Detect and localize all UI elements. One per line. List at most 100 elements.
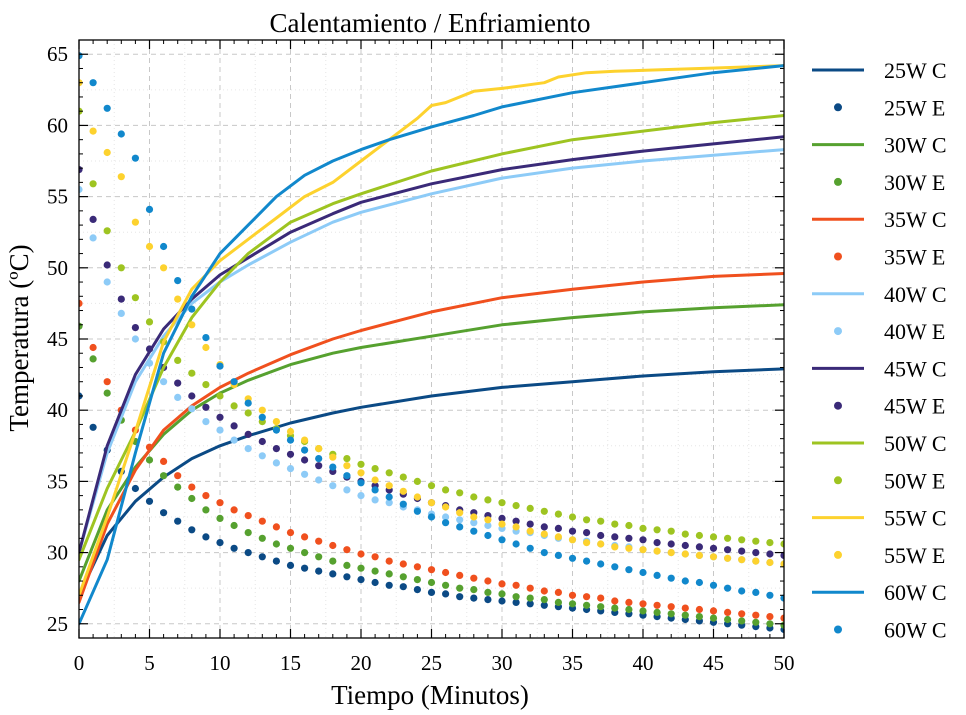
data-point: [724, 608, 732, 617]
data-point: [145, 456, 154, 464]
legend-label: 55W E: [884, 543, 945, 568]
data-point: [131, 335, 139, 343]
legend-label: 50W C: [884, 431, 947, 456]
data-point: [681, 611, 689, 619]
data-point: [611, 563, 619, 571]
x-tick-label: 5: [144, 651, 155, 675]
data-point: [188, 405, 196, 413]
data-point: [286, 561, 295, 570]
data-point: [498, 597, 506, 605]
data-point: [202, 418, 210, 426]
data-point: [653, 601, 661, 609]
data-point: [371, 567, 379, 575]
data-point: [202, 403, 210, 411]
data-point: [766, 620, 774, 628]
data-point: [427, 566, 436, 574]
legend: 25W C 25W E 30W C 30W E 35W C 35W E 40W C 40W E…: [812, 58, 947, 643]
data-point: [160, 472, 168, 480]
data-point: [540, 596, 548, 604]
data-point: [272, 418, 280, 426]
data-point: [780, 551, 784, 559]
data-point: [301, 436, 309, 444]
data-point: [484, 577, 492, 585]
data-point: [343, 573, 351, 581]
data-point: [724, 584, 732, 592]
data-point: [456, 571, 464, 580]
data-point: [117, 173, 125, 181]
data-point: [780, 594, 784, 602]
series-35w-e-points: [79, 299, 784, 622]
data-point: [709, 533, 718, 541]
data-point: [315, 553, 323, 561]
data-point: [174, 472, 182, 480]
data-point: [357, 576, 365, 584]
data-point: [695, 605, 704, 614]
data-point: [117, 130, 125, 138]
data-point: [667, 527, 675, 535]
data-point: [442, 503, 450, 511]
data-point: [188, 494, 196, 503]
data-point: [272, 459, 280, 467]
data-point: [117, 295, 125, 303]
legend-item: 50W C: [812, 431, 947, 456]
data-point: [79, 299, 83, 307]
data-point: [301, 446, 309, 454]
data-point: [470, 513, 478, 521]
data-point: [597, 603, 605, 611]
data-point: [738, 556, 746, 564]
series-30w-e-points: [79, 322, 784, 629]
data-point: [724, 546, 732, 554]
data-point: [470, 527, 478, 535]
data-point: [413, 563, 421, 571]
data-point: [89, 234, 97, 242]
data-point: [103, 104, 111, 112]
data-point: [681, 541, 689, 550]
data-point: [653, 571, 661, 580]
data-point: [174, 517, 182, 525]
data-point: [611, 520, 619, 528]
data-point: [442, 486, 450, 494]
data-point: [258, 413, 266, 421]
x-tick-label: 45: [703, 651, 724, 675]
data-point: [752, 557, 760, 565]
data-point: [766, 539, 774, 547]
data-point: [286, 465, 295, 473]
legend-item: 35W C: [812, 207, 947, 232]
series-25w-c-line: [79, 367, 784, 597]
data-point: [456, 509, 464, 517]
data-point: [216, 413, 224, 421]
data-point: [470, 493, 478, 501]
data-point: [188, 526, 196, 534]
data-point: [512, 523, 520, 531]
data-point: [766, 613, 774, 621]
data-point: [343, 561, 351, 570]
data-point: [456, 489, 464, 497]
x-tick-label: 50: [774, 651, 795, 675]
data-point: [738, 617, 746, 625]
data-point: [724, 554, 732, 562]
data-point: [470, 574, 478, 582]
data-point: [174, 393, 182, 401]
data-point: [385, 499, 393, 507]
data-point: [244, 399, 252, 407]
series-layer: [79, 52, 784, 634]
legend-label: 40W C: [884, 282, 947, 307]
data-point: [103, 278, 111, 286]
y-tick-label: 55: [47, 185, 68, 209]
legend-item: 40W C: [812, 282, 947, 307]
y-tick-label: 30: [47, 541, 68, 565]
data-point: [427, 588, 436, 597]
data-point: [724, 534, 732, 542]
data-point: [568, 527, 577, 535]
y-tick-label: 50: [47, 256, 68, 280]
data-point: [695, 578, 704, 587]
data-point: [343, 546, 351, 554]
data-point: [442, 519, 450, 527]
data-point: [315, 455, 323, 463]
data-point: [145, 497, 154, 505]
data-point: [301, 549, 309, 557]
legend-item: 50W E: [834, 468, 945, 493]
data-point: [216, 539, 224, 547]
y-tick-label: 65: [47, 42, 68, 66]
data-point: [188, 483, 196, 491]
